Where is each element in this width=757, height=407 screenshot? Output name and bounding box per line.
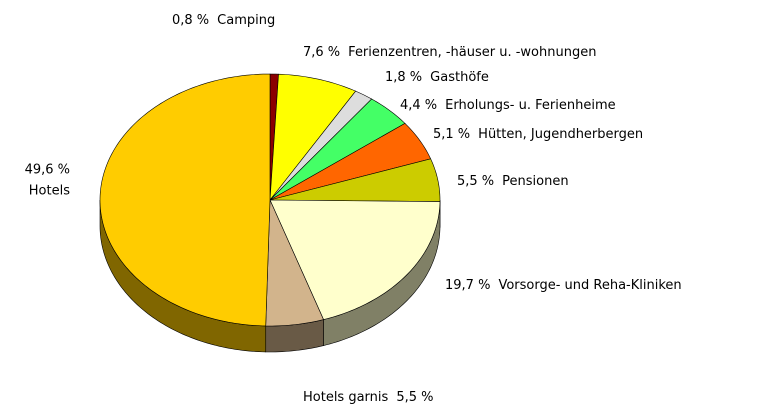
slice-label: 7,6 % Ferienzentren, -häuser u. -wohnunge… <box>303 45 596 60</box>
pie-slice <box>269 123 432 201</box>
pie-slice <box>269 73 357 201</box>
category-label: Hütten, Jugendherbergen <box>478 127 643 142</box>
slice-label: 4,4 % Erholungs- u. Ferienheime <box>400 98 616 113</box>
category-label: Gasthöfe <box>430 70 489 85</box>
value-label: 5,1 % <box>433 127 470 142</box>
slice-label: 5,1 % Hütten, Jugendherbergen <box>433 127 643 142</box>
category-label: Pensionen <box>502 174 568 189</box>
value-label: 7,6 % <box>303 45 340 60</box>
value-label: 4,4 % <box>400 98 437 113</box>
category-label: Camping <box>217 13 275 28</box>
category-label: Hotels garnis <box>303 390 389 405</box>
slice-label: 1,8 % Gasthöfe <box>385 70 489 85</box>
category-label: Vorsorge- und Reha-Kliniken <box>498 278 681 293</box>
category-label: Ferienzentren, -häuser u. -wohnungen <box>348 45 596 60</box>
value-label: 5,5 % <box>457 174 494 189</box>
value-label: 0,8 % <box>172 13 209 28</box>
category-label: Hotels <box>29 184 70 199</box>
pie-slice <box>269 158 441 202</box>
value-label: 49,6 % <box>25 163 70 178</box>
pie-sides <box>99 199 441 353</box>
pie-slice <box>99 73 271 327</box>
slice-label: Hotels garnis 5,5 % <box>303 390 433 405</box>
pie-tops <box>99 73 441 327</box>
category-label: Erholungs- u. Ferienheime <box>445 98 615 113</box>
pie-slice <box>269 90 373 201</box>
value-label: 5,5 % <box>396 390 433 405</box>
value-label: 1,8 % <box>385 70 422 85</box>
pie-slice <box>269 199 441 320</box>
pie-slice <box>269 98 406 201</box>
slice-label: 5,5 % Pensionen <box>457 174 569 189</box>
pie-slice <box>265 199 324 327</box>
slice-label: 19,7 % Vorsorge- und Reha-Kliniken <box>445 278 682 293</box>
slice-label: 0,8 % Camping <box>172 13 275 28</box>
value-label: 19,7 % <box>445 278 490 293</box>
labels: 0,8 % Camping 7,6 % Ferienzentren, -häuser … <box>25 13 682 405</box>
